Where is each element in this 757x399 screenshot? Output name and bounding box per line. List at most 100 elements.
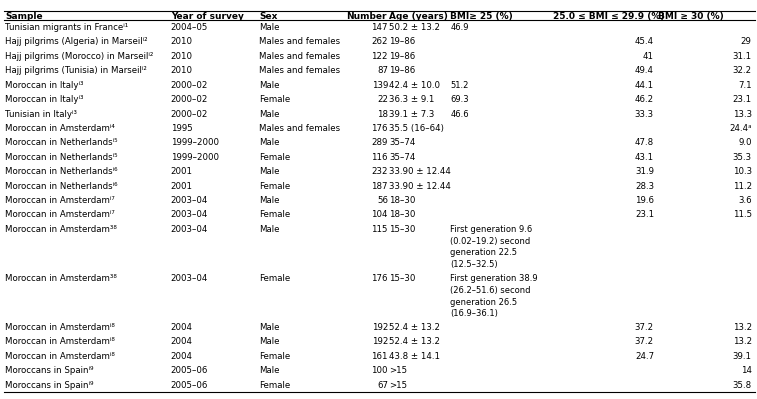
Text: Female: Female <box>260 274 291 283</box>
Text: 2001: 2001 <box>170 167 193 176</box>
Text: Year of survey: Year of survey <box>170 12 244 21</box>
Text: First generation 38.9
(26.2–51.6) second
generation 26.5
(16.9–36.1): First generation 38.9 (26.2–51.6) second… <box>450 274 538 318</box>
Text: 18–30: 18–30 <box>389 196 416 205</box>
Text: 24.4ᵃ: 24.4ᵃ <box>729 124 752 133</box>
Text: Males and females: Males and females <box>260 66 341 75</box>
Text: 192: 192 <box>372 337 388 346</box>
Text: 67: 67 <box>377 381 388 389</box>
Text: Tunisian migrants in Franceⁱ¹: Tunisian migrants in Franceⁱ¹ <box>5 23 129 32</box>
Text: Moroccan in Amsterdamⁱ⁸: Moroccan in Amsterdamⁱ⁸ <box>5 337 115 346</box>
Text: Tunisian in Italyⁱ³: Tunisian in Italyⁱ³ <box>5 110 77 119</box>
Text: 147: 147 <box>372 23 388 32</box>
Text: 31.1: 31.1 <box>733 52 752 61</box>
Text: 25.0 ≤ BMI ≤ 29.9 (%): 25.0 ≤ BMI ≤ 29.9 (%) <box>553 12 664 21</box>
Text: 39.1 ± 7.3: 39.1 ± 7.3 <box>389 110 435 119</box>
Text: 122: 122 <box>372 52 388 61</box>
Text: 44.1: 44.1 <box>635 81 654 90</box>
Text: Age (years): Age (years) <box>389 12 448 21</box>
Text: 2010: 2010 <box>170 52 193 61</box>
Text: Moroccan in Italyⁱ³: Moroccan in Italyⁱ³ <box>5 81 84 90</box>
Text: 2005–06: 2005–06 <box>170 366 208 375</box>
Text: Number: Number <box>346 12 386 21</box>
Text: 43.1: 43.1 <box>635 153 654 162</box>
Text: Moroccans in Spainⁱ⁹: Moroccans in Spainⁱ⁹ <box>5 366 94 375</box>
Text: Males and females: Males and females <box>260 52 341 61</box>
Text: 19–86: 19–86 <box>389 38 416 46</box>
Text: 37.2: 37.2 <box>635 323 654 332</box>
Text: 23.1: 23.1 <box>733 95 752 104</box>
Text: Males and females: Males and females <box>260 124 341 133</box>
Text: 1999–2000: 1999–2000 <box>170 138 219 147</box>
Text: 45.4: 45.4 <box>635 38 654 46</box>
Text: Moroccan in Netherlandsⁱ⁵: Moroccan in Netherlandsⁱ⁵ <box>5 138 118 147</box>
Text: 289: 289 <box>372 138 388 147</box>
Text: 50.2 ± 13.2: 50.2 ± 13.2 <box>389 23 441 32</box>
Text: 46.6: 46.6 <box>450 110 469 119</box>
Text: 46.2: 46.2 <box>635 95 654 104</box>
Text: 18: 18 <box>377 110 388 119</box>
Text: 24.7: 24.7 <box>635 352 654 361</box>
Text: 19.6: 19.6 <box>635 196 654 205</box>
Text: Female: Female <box>260 352 291 361</box>
Text: 2004: 2004 <box>170 337 193 346</box>
Text: 1995: 1995 <box>170 124 192 133</box>
Text: 52.4 ± 13.2: 52.4 ± 13.2 <box>389 323 441 332</box>
Text: Male: Male <box>260 110 280 119</box>
Text: 139: 139 <box>372 81 388 90</box>
Text: Moroccan in Amsterdam³⁸: Moroccan in Amsterdam³⁸ <box>5 225 117 234</box>
Text: Male: Male <box>260 337 280 346</box>
Text: Moroccan in Amsterdamⁱ⁸: Moroccan in Amsterdamⁱ⁸ <box>5 352 115 361</box>
Text: 10.3: 10.3 <box>733 167 752 176</box>
Text: 3.6: 3.6 <box>738 196 752 205</box>
Text: 100: 100 <box>372 366 388 375</box>
Text: 31.9: 31.9 <box>635 167 654 176</box>
Text: 46.9: 46.9 <box>450 23 469 32</box>
Text: 43.8 ± 14.1: 43.8 ± 14.1 <box>389 352 441 361</box>
Text: 33.90 ± 12.44: 33.90 ± 12.44 <box>389 182 451 191</box>
Text: 2004: 2004 <box>170 323 193 332</box>
Text: 161: 161 <box>372 352 388 361</box>
Text: 2004: 2004 <box>170 352 193 361</box>
Text: 47.8: 47.8 <box>635 138 654 147</box>
Text: 15–30: 15–30 <box>389 274 416 283</box>
Text: 2000–02: 2000–02 <box>170 110 208 119</box>
Text: Moroccan in Amsterdamⁱ⁴: Moroccan in Amsterdamⁱ⁴ <box>5 124 115 133</box>
Text: 19–86: 19–86 <box>389 52 416 61</box>
Text: 35–74: 35–74 <box>389 153 416 162</box>
Text: Sex: Sex <box>260 12 278 21</box>
Text: 262: 262 <box>372 38 388 46</box>
Text: 28.3: 28.3 <box>635 182 654 191</box>
Text: First generation 9.6
(0.02–19.2) second
generation 22.5
(12.5–32.5): First generation 9.6 (0.02–19.2) second … <box>450 225 532 269</box>
Text: 2003–04: 2003–04 <box>170 196 208 205</box>
Text: 32.2: 32.2 <box>733 66 752 75</box>
Text: 35.5 (16–64): 35.5 (16–64) <box>389 124 444 133</box>
Text: 2003–04: 2003–04 <box>170 225 208 234</box>
Text: 11.5: 11.5 <box>733 211 752 219</box>
Text: 35–74: 35–74 <box>389 138 416 147</box>
Text: Moroccan in Netherlandsⁱ⁵: Moroccan in Netherlandsⁱ⁵ <box>5 153 118 162</box>
Text: 2000–02: 2000–02 <box>170 81 208 90</box>
Text: 52.4 ± 13.2: 52.4 ± 13.2 <box>389 337 441 346</box>
Text: Male: Male <box>260 167 280 176</box>
Text: 13.2: 13.2 <box>733 323 752 332</box>
Text: Moroccan in Netherlandsⁱ⁶: Moroccan in Netherlandsⁱ⁶ <box>5 167 118 176</box>
Text: 42.4 ± 10.0: 42.4 ± 10.0 <box>389 81 441 90</box>
Text: Female: Female <box>260 182 291 191</box>
Text: 41: 41 <box>643 52 654 61</box>
Text: 22: 22 <box>377 95 388 104</box>
Text: 49.4: 49.4 <box>635 66 654 75</box>
Text: Hajj pilgrims (Tunisia) in Marseilⁱ²: Hajj pilgrims (Tunisia) in Marseilⁱ² <box>5 66 147 75</box>
Text: 7.1: 7.1 <box>738 81 752 90</box>
Text: 9.0: 9.0 <box>738 138 752 147</box>
Text: 33.90 ± 12.44: 33.90 ± 12.44 <box>389 167 451 176</box>
Text: 116: 116 <box>372 153 388 162</box>
Text: 187: 187 <box>372 182 388 191</box>
Text: 115: 115 <box>372 225 388 234</box>
Text: Moroccans in Spainⁱ⁹: Moroccans in Spainⁱ⁹ <box>5 381 94 389</box>
Text: Male: Male <box>260 81 280 90</box>
Text: 35.8: 35.8 <box>733 381 752 389</box>
Text: Male: Male <box>260 225 280 234</box>
Text: 104: 104 <box>372 211 388 219</box>
Text: 2010: 2010 <box>170 66 193 75</box>
Text: Moroccan in Netherlandsⁱ⁶: Moroccan in Netherlandsⁱ⁶ <box>5 182 118 191</box>
